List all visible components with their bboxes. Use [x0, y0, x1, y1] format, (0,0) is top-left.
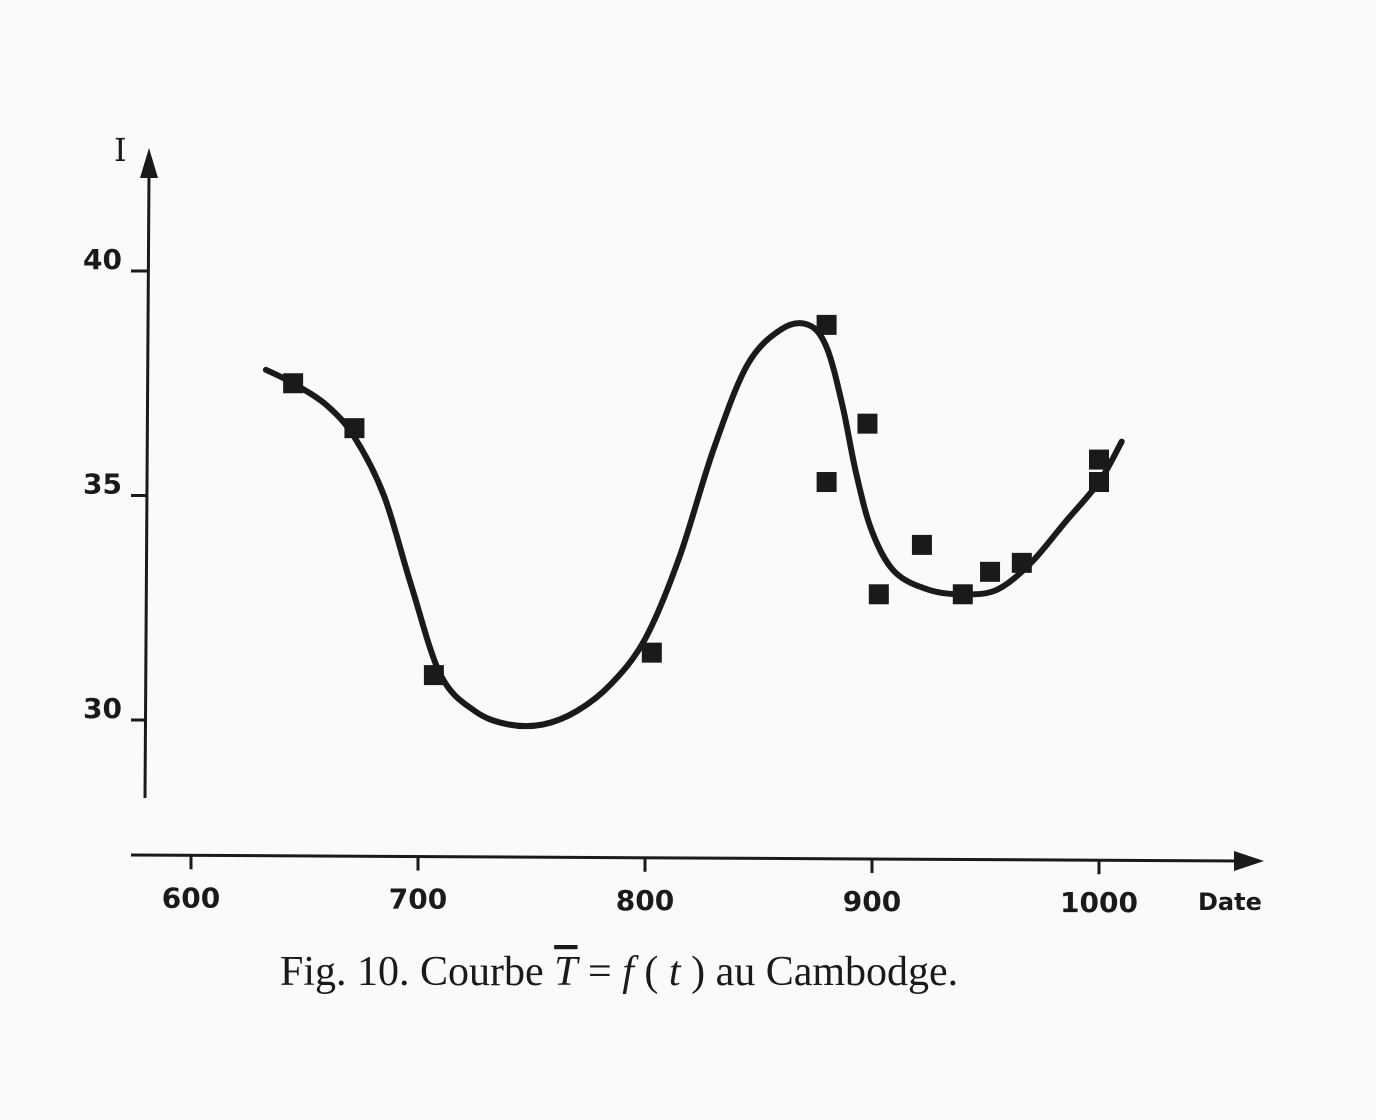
data-point [1011, 552, 1032, 573]
data-point [1089, 449, 1109, 470]
x-tick-label-600: 600 [162, 881, 220, 914]
y-axis-arrow [140, 148, 158, 178]
y-axis-line [143, 171, 151, 799]
data-point [816, 314, 837, 335]
x-tick-label-1000: 1000 [1060, 886, 1138, 919]
caption-t-bar: T [554, 949, 580, 995]
data-point [857, 413, 878, 434]
ticks: 30 35 40 600 700 800 900 1000 [83, 243, 1138, 919]
caption-close-paren: ) [691, 949, 705, 995]
fitted-curve-layer [262, 320, 1125, 730]
caption-f: f [622, 949, 639, 995]
data-point [868, 584, 889, 605]
x-tick-label-800: 800 [616, 884, 674, 917]
caption-equals: = [588, 949, 622, 995]
x-tick-label-900: 900 [843, 885, 901, 918]
data-point [980, 561, 1001, 582]
x-axis-arrow [1234, 851, 1264, 871]
data-point [911, 534, 932, 555]
y-tick-label-40: 40 [83, 243, 122, 276]
x-axis-label: Date [1198, 888, 1262, 916]
data-point [283, 373, 304, 394]
figure-caption: Fig. 10. Courbe T = f ( t ) au Cambodge. [280, 949, 958, 995]
caption-prefix: Fig. 10. Courbe [280, 949, 554, 995]
data-points-layer [283, 314, 1109, 686]
caption-suffix: au Cambodge. [716, 949, 959, 995]
axes [130, 148, 1264, 871]
y-tick-label-35: 35 [83, 468, 122, 501]
data-point [423, 665, 444, 686]
data-point [344, 418, 365, 439]
data-point [641, 642, 662, 663]
data-point [952, 584, 973, 605]
x-tick-label-700: 700 [389, 883, 447, 916]
x-axis-line [130, 853, 1241, 863]
caption-open-paren: ( [644, 949, 658, 995]
data-point [1089, 472, 1109, 493]
fitted-curve [262, 320, 1125, 730]
y-tick-label-30: 30 [83, 692, 122, 725]
y-axis-label: I [114, 131, 127, 169]
caption-t: t [669, 949, 682, 995]
data-point [816, 472, 837, 493]
